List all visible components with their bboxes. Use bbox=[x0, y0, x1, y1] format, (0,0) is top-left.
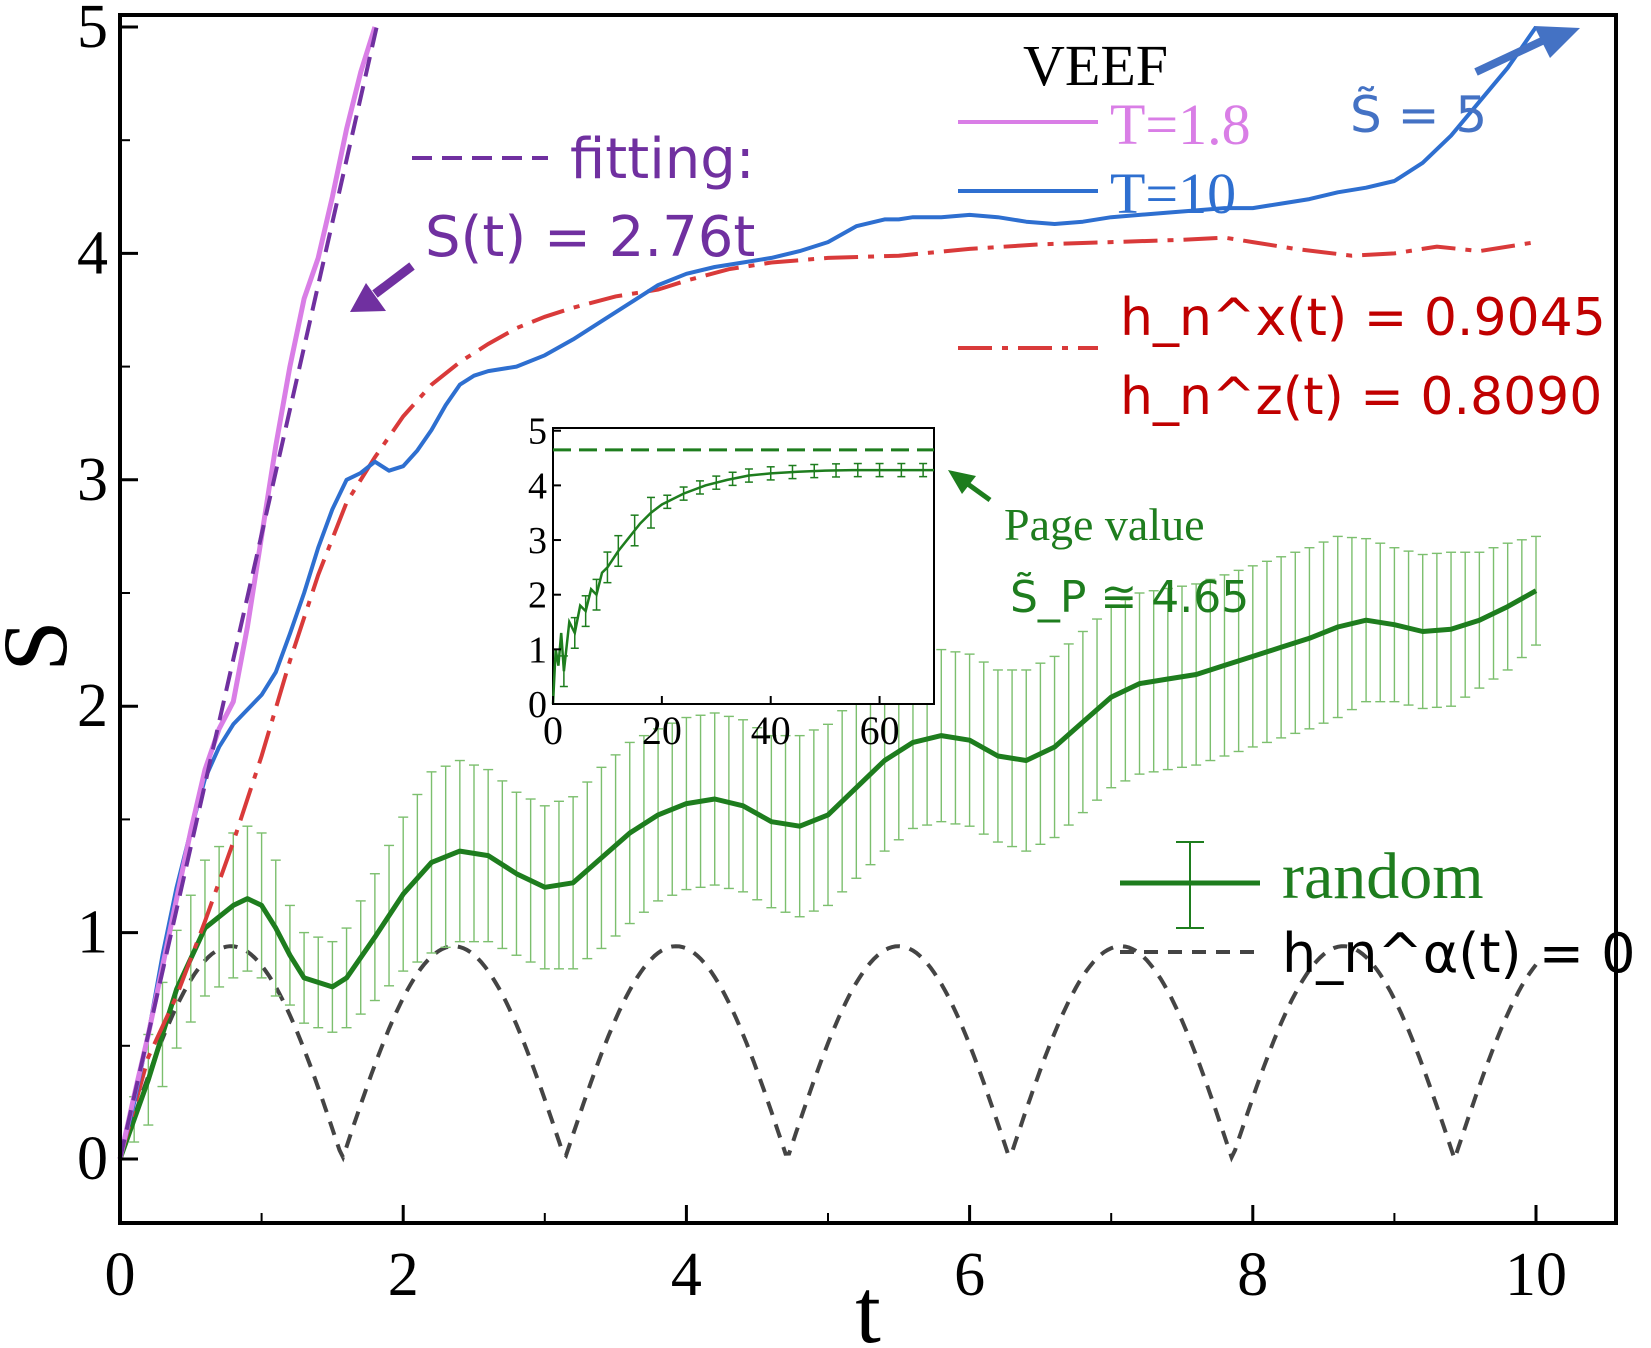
x-tick-label: 2 bbox=[388, 1241, 419, 1309]
legend-t10-label: T=10 bbox=[1110, 161, 1236, 226]
series-random bbox=[117, 535, 1541, 1160]
inset-plot: 0 20 40 60 0 1 2 3 4 5 bbox=[528, 411, 935, 753]
series-zero-field bbox=[118, 944, 1538, 1166]
x-tick-label: 4 bbox=[671, 1241, 702, 1309]
inset-y-tick-label: 1 bbox=[528, 629, 547, 671]
series-field bbox=[118, 235, 1537, 1160]
y-tick-label: 5 bbox=[77, 0, 108, 61]
fitting-line bbox=[118, 22, 380, 1160]
fitting-title: fitting: bbox=[570, 127, 755, 192]
random-line bbox=[117, 588, 1538, 1160]
x-tick-label: 8 bbox=[1237, 1241, 1268, 1309]
legend-random-line bbox=[1120, 841, 1260, 929]
zero-field-line bbox=[118, 944, 1538, 1166]
field-line bbox=[118, 235, 1537, 1160]
inset-axes: 0 20 40 60 0 1 2 3 4 5 bbox=[528, 411, 900, 753]
inset-y-tick-label: 4 bbox=[528, 465, 547, 507]
field-x-label: h_n^x(t) = 0.9045 bbox=[1120, 288, 1606, 348]
legend-title: VEEF bbox=[1023, 33, 1168, 98]
y-axis-label: S bbox=[0, 620, 86, 671]
t10-line bbox=[118, 25, 1538, 1160]
x-tick-label: 0 bbox=[105, 1241, 136, 1309]
inset-x-tick-label: 40 bbox=[751, 708, 791, 753]
inset-x-tick-label: 60 bbox=[860, 708, 900, 753]
inset-y-tick-label: 3 bbox=[528, 520, 547, 562]
legend-t18-label: T=1.8 bbox=[1110, 92, 1251, 157]
series-fitting bbox=[118, 22, 380, 1160]
inset-y-tick-label: 5 bbox=[528, 411, 547, 453]
series-t10 bbox=[118, 25, 1538, 1160]
y-tick-label: 0 bbox=[77, 1125, 108, 1193]
legend-zero-label: h_n^α(t) = 0 bbox=[1282, 922, 1636, 985]
page-value-title: Page value bbox=[1004, 499, 1205, 550]
inset-line bbox=[551, 468, 934, 705]
y-tick-label: 1 bbox=[77, 899, 108, 967]
max-entropy-label: S̃ = 5 bbox=[1350, 86, 1487, 144]
fitting-formula: S(t) = 2.76t bbox=[425, 205, 755, 270]
inset-x-tick-label: 20 bbox=[642, 708, 682, 753]
fitting-arrow bbox=[350, 262, 415, 312]
field-z-label: h_n^z(t) = 0.8090 bbox=[1120, 367, 1602, 427]
max-entropy-arrow bbox=[1474, 26, 1580, 76]
x-axis-label: t bbox=[855, 1260, 881, 1348]
x-tick-label: 10 bbox=[1505, 1241, 1567, 1309]
page-value-formula: S̃_P ≅ 4.65 bbox=[1010, 570, 1249, 623]
legend-random-label: random bbox=[1282, 840, 1484, 913]
y-tick-label: 4 bbox=[77, 219, 108, 287]
y-tick-label: 3 bbox=[77, 446, 108, 514]
inset-series bbox=[551, 448, 934, 705]
x-tick-label: 6 bbox=[954, 1241, 985, 1309]
inset-y-tick-label: 2 bbox=[528, 575, 547, 617]
inset-x-tick-label: 0 bbox=[543, 708, 563, 753]
page-value-arrow bbox=[948, 470, 992, 503]
y-tick-label: 2 bbox=[77, 672, 108, 740]
plot-frame bbox=[118, 13, 1618, 1225]
inset-y-tick-label: 0 bbox=[528, 684, 547, 726]
